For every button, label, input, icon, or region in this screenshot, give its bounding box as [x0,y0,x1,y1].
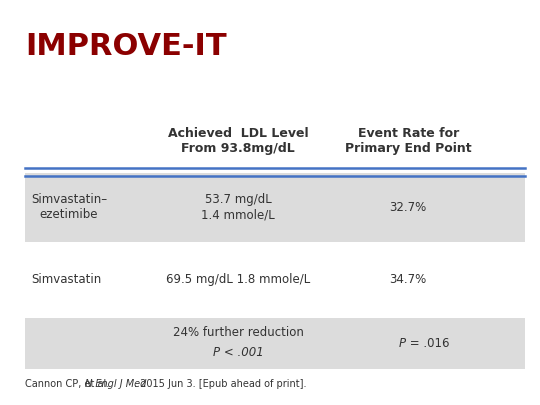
Text: 32.7%: 32.7% [389,201,427,214]
Text: Simvastatin–
ezetimibe: Simvastatin– ezetimibe [31,194,107,222]
Text: P < .001: P < .001 [213,345,264,358]
Text: IMPROVE-IT: IMPROVE-IT [25,32,227,61]
Text: P: P [399,337,406,350]
Text: 34.7%: 34.7% [389,273,427,286]
Text: Cannon CP, et al.: Cannon CP, et al. [25,379,113,389]
Text: N Engl J Med: N Engl J Med [85,379,146,389]
Text: 24% further reduction: 24% further reduction [173,326,303,339]
Text: 53.7 mg/dL
1.4 mmole/L: 53.7 mg/dL 1.4 mmole/L [201,194,275,222]
Text: 69.5 mg/dL 1.8 mmole/L: 69.5 mg/dL 1.8 mmole/L [166,273,310,286]
Text: = .016: = .016 [406,337,449,350]
Bar [25,318,525,369]
Text: Achieved  LDL Level
From 93.8mg/dL: Achieved LDL Level From 93.8mg/dL [168,127,308,155]
Text: Event Rate for
Primary End Point: Event Rate for Primary End Point [345,127,471,155]
Text: . 2015 Jun 3. [Epub ahead of print].: . 2015 Jun 3. [Epub ahead of print]. [134,379,306,389]
Bar [25,173,525,242]
Text: Simvastatin: Simvastatin [31,273,101,286]
